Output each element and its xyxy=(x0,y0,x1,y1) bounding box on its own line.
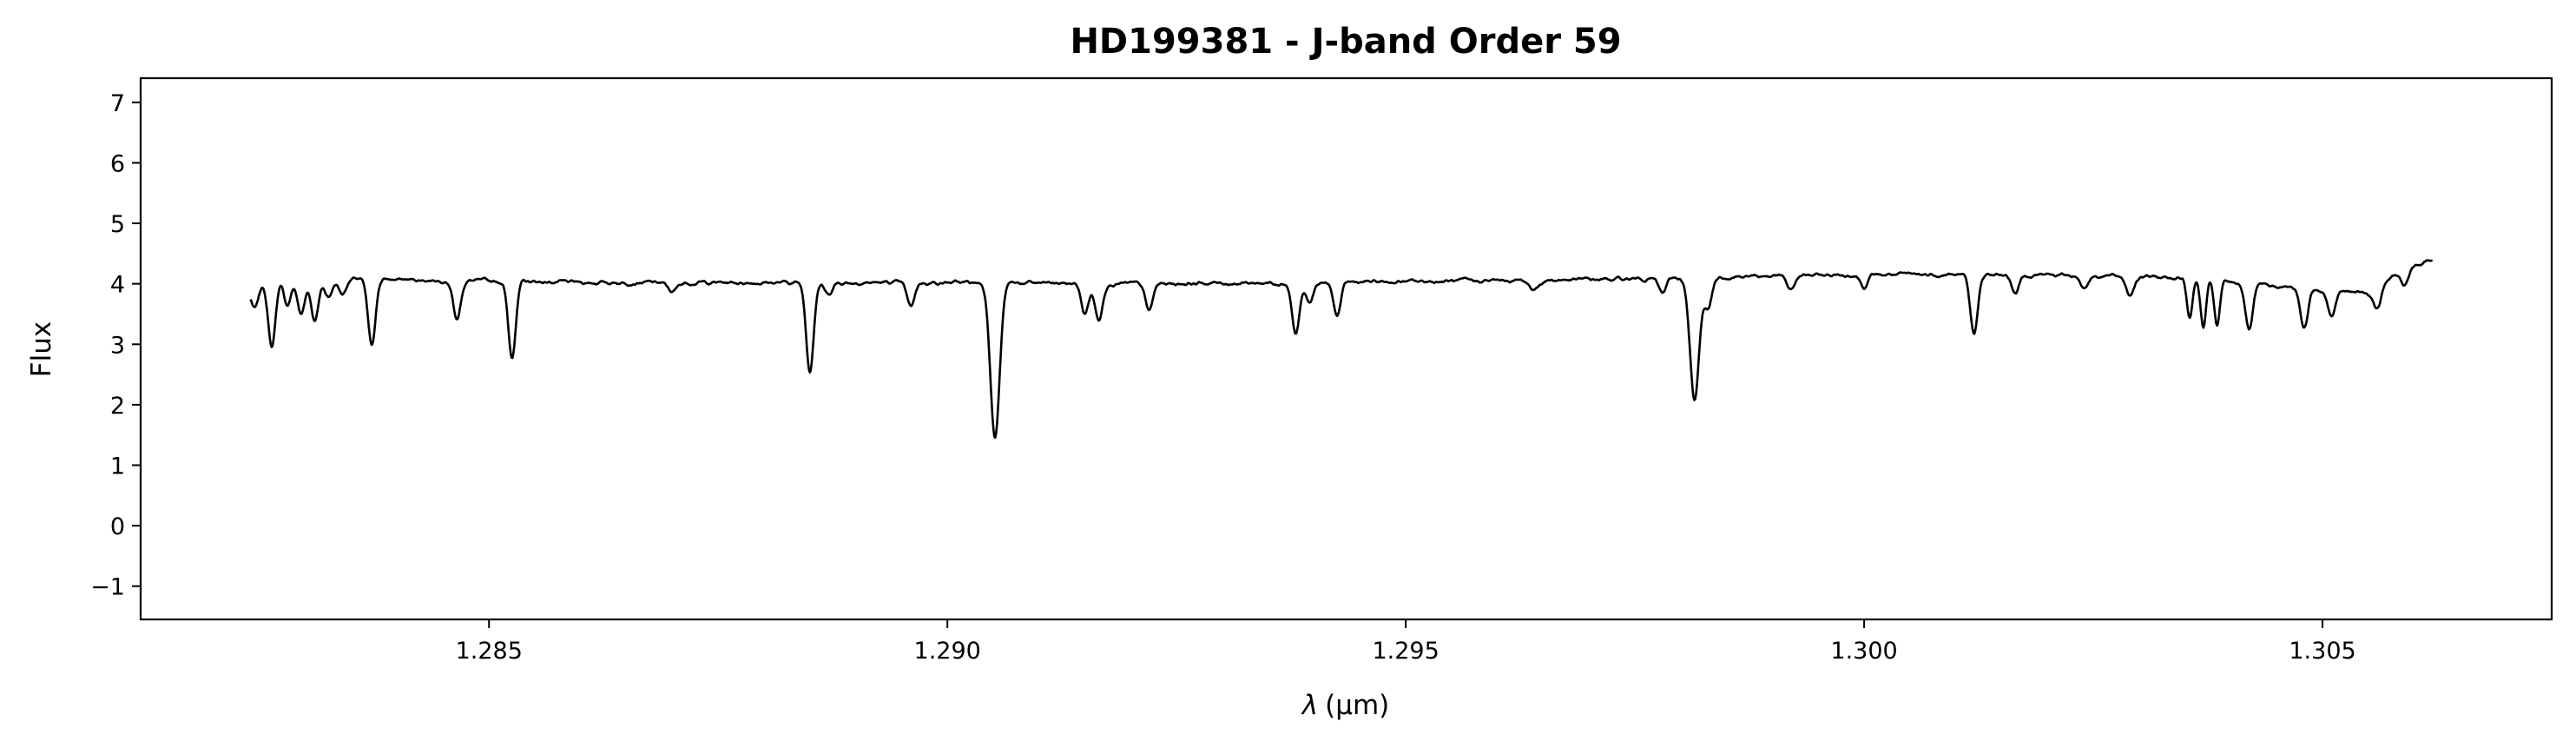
plot-area-frame xyxy=(139,76,2553,621)
x-tick-label: 1.290 xyxy=(914,638,981,665)
y-tick-label: 5 xyxy=(110,211,125,238)
y-tick-label: −1 xyxy=(90,574,125,601)
y-tick-label: 6 xyxy=(110,150,125,177)
spectrum-line xyxy=(249,259,2433,440)
x-tick-label: 1.295 xyxy=(1372,638,1439,665)
x-tick-label: 1.305 xyxy=(2289,638,2355,665)
y-tick-label: 7 xyxy=(110,90,125,117)
x-tick-label: 1.300 xyxy=(1830,638,1897,665)
x-axis-ticks: 1.285 1.290 1.295 1.300 1.305 xyxy=(456,619,2356,665)
y-tick-label: 2 xyxy=(110,393,125,420)
series-group xyxy=(249,259,2433,440)
x-axis-label: λ (μm) xyxy=(1301,690,1389,721)
x-axis-symbol: λ xyxy=(1301,690,1318,721)
y-tick-label: 1 xyxy=(110,453,125,480)
y-axis-ticks: −1 0 1 2 3 4 5 6 7 xyxy=(90,90,141,601)
y-axis-label: Flux xyxy=(26,321,57,377)
y-tick-label: 3 xyxy=(110,332,125,359)
chart-title: HD199381 - J-band Order 59 xyxy=(1070,22,1621,62)
x-tick-label: 1.285 xyxy=(456,638,523,665)
x-axis-unit: (μm) xyxy=(1325,690,1389,721)
y-tick-label: 0 xyxy=(110,513,125,540)
y-tick-label: 4 xyxy=(110,272,125,299)
